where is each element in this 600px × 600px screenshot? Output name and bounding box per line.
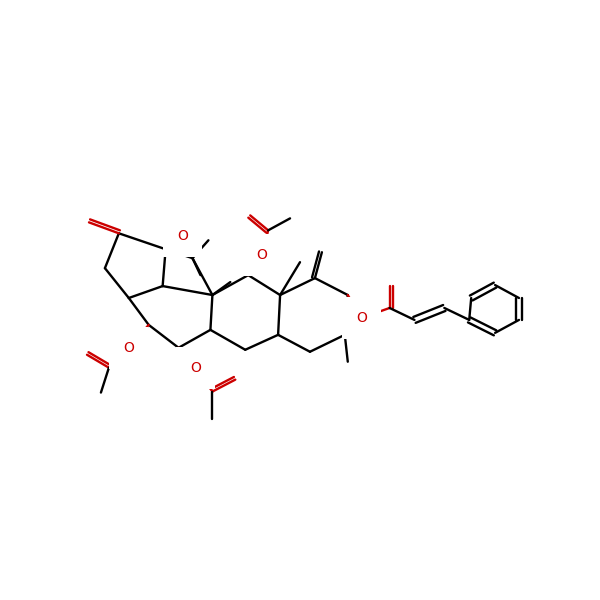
Text: O: O: [257, 248, 268, 262]
Text: O: O: [356, 311, 367, 325]
Text: O: O: [177, 229, 188, 243]
Text: O: O: [190, 361, 201, 374]
Text: O: O: [124, 341, 134, 355]
